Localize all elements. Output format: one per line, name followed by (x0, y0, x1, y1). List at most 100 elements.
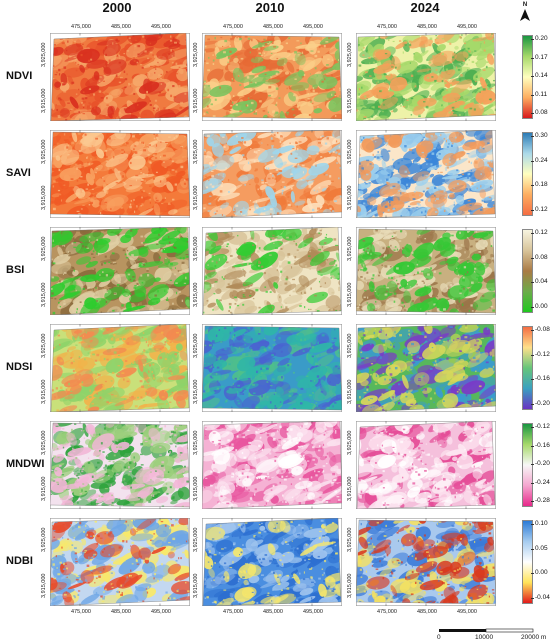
colorbar-tick-label: -0.12 (535, 350, 550, 358)
y-tick-label: 3,925,000 (347, 430, 353, 455)
y-tick-label: 3,925,000 (193, 236, 199, 261)
colorbar-tick-label: 0.24 (535, 156, 548, 164)
colorbar-tick (531, 482, 534, 484)
raster-map (202, 421, 342, 509)
x-tick-label: 495,000 (303, 24, 323, 30)
map-panel-savi-2024 (356, 130, 496, 218)
colorbar-tick (531, 524, 534, 525)
colorbar-tick-label: -0.28 (535, 497, 550, 504)
y-tick-label: 3,915,000 (347, 573, 353, 598)
map-panel-savi-2000 (50, 130, 190, 218)
colorbar-tick (531, 160, 534, 162)
map-panel-bsi-2000 (50, 227, 190, 315)
y-tick-label: 3,915,000 (347, 282, 353, 307)
row-label-ndsi: NDSI (6, 361, 33, 373)
colorbar-tick-label: -0.16 (535, 375, 550, 383)
x-tick-label: 475,000 (377, 609, 397, 615)
colorbar-tick (531, 76, 534, 77)
y-tick-label: 3,925,000 (347, 139, 353, 164)
y-tick-label: 3,925,000 (347, 333, 353, 358)
colorbar-tick-label: 0.08 (535, 253, 548, 261)
column-header-2000: 2000 (102, 0, 132, 15)
north-label: N (522, 2, 528, 8)
column-header-2024: 2024 (410, 0, 440, 15)
y-tick-label: 3,915,000 (41, 185, 47, 210)
y-tick-label: 3,925,000 (41, 139, 47, 164)
y-tick-label: 3,925,000 (41, 236, 47, 261)
y-tick-label: 3,925,000 (347, 236, 353, 261)
colorbar-tick (531, 445, 534, 447)
y-tick-label: 3,915,000 (347, 379, 353, 404)
colorbar-tick-label: 0.11 (535, 90, 548, 98)
y-tick-label: 3,915,000 (347, 185, 353, 210)
colorbar-tick (531, 185, 534, 187)
map-panel-mndwi-2024 (356, 421, 496, 509)
x-tick-label: 495,000 (303, 609, 323, 615)
row-label-mndwi: MNDWI (6, 458, 45, 470)
y-tick-label: 3,915,000 (193, 573, 199, 598)
colorbar-tick-label: 0.30 (535, 132, 548, 139)
colorbar-tick-label: 0.12 (535, 206, 548, 213)
colorbar-ndsi (522, 326, 533, 410)
raster-map (356, 130, 496, 218)
colorbar-tick-label: 0.12 (535, 229, 548, 236)
y-tick-label: 3,915,000 (193, 88, 199, 113)
arrow-icon (520, 9, 530, 21)
map-panel-ndbi-2010 (202, 518, 342, 606)
y-tick-label: 3,925,000 (41, 42, 47, 67)
colorbar-tick-label: -0.16 (535, 441, 550, 449)
colorbar-tick-label: 0.20 (535, 35, 548, 42)
y-tick-label: 3,915,000 (347, 476, 353, 501)
colorbar-tick-label: 0.00 (535, 303, 548, 310)
y-tick-label: 3,915,000 (193, 379, 199, 404)
colorbar-tick (531, 464, 534, 465)
y-tick-label: 3,915,000 (41, 282, 47, 307)
raster-map (356, 421, 496, 509)
map-panel-mndwi-2000 (50, 421, 190, 509)
colorbar-tick (531, 354, 534, 356)
colorbar-tick (531, 573, 534, 575)
y-tick-label: 3,925,000 (41, 333, 47, 358)
y-tick-label: 3,915,000 (41, 379, 47, 404)
y-tick-label: 3,915,000 (193, 185, 199, 210)
x-tick-label: 495,000 (151, 609, 171, 615)
scale-bar (439, 628, 534, 633)
colorbar-tick (531, 39, 534, 40)
raster-map (202, 518, 342, 606)
colorbar-tick (531, 94, 534, 96)
map-panel-ndvi-2000 (50, 33, 190, 121)
colorbar-tick (531, 57, 534, 59)
colorbar-tick-label: -0.24 (535, 478, 550, 486)
y-tick-label: 3,925,000 (347, 42, 353, 67)
map-panel-ndbi-2024 (356, 518, 496, 606)
raster-map (356, 324, 496, 412)
raster-map (356, 33, 496, 121)
map-panel-ndvi-2024 (356, 33, 496, 121)
y-tick-label: 3,925,000 (193, 42, 199, 67)
colorbar-savi (522, 132, 533, 216)
colorbar-tick (531, 233, 534, 234)
y-tick-label: 3,915,000 (41, 573, 47, 598)
y-tick-label: 3,925,000 (193, 139, 199, 164)
x-tick-label: 495,000 (457, 609, 477, 615)
map-panel-ndsi-2010 (202, 324, 342, 412)
y-tick-label: 3,925,000 (347, 527, 353, 552)
x-tick-label: 485,000 (111, 609, 131, 615)
row-label-bsi: BSI (6, 264, 25, 276)
colorbar-tick (531, 598, 534, 599)
colorbar-tick-label: -0.08 (535, 326, 550, 333)
raster-map (50, 324, 190, 412)
colorbar-tick (531, 257, 534, 259)
scale-label-10000: 10000 (475, 634, 494, 641)
y-tick-label: 3,915,000 (347, 88, 353, 113)
colorbar-tick (531, 307, 534, 308)
colorbar-bsi (522, 229, 533, 313)
raster-map (356, 227, 496, 315)
raster-map (356, 518, 496, 606)
row-label-ndbi: NDBI (6, 555, 33, 567)
y-tick-label: 3,915,000 (193, 282, 199, 307)
x-tick-label: 485,000 (263, 609, 283, 615)
colorbar-tick (531, 427, 534, 428)
colorbar-tick (531, 330, 534, 331)
x-tick-label: 475,000 (223, 24, 243, 30)
